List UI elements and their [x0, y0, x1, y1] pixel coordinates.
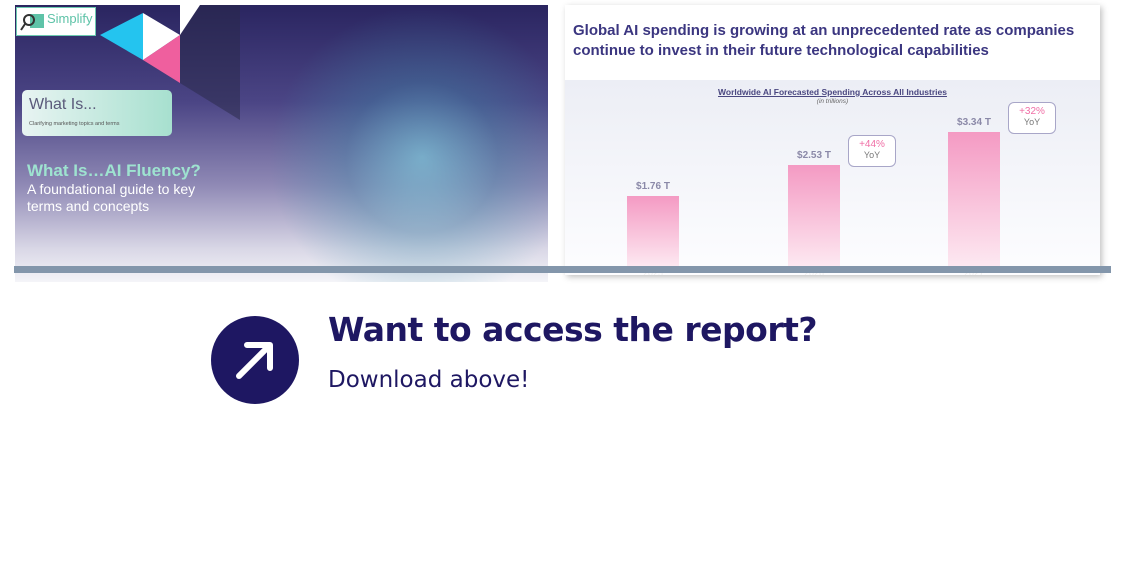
- bar-2026: [788, 164, 840, 266]
- divider-bar: [14, 266, 1111, 273]
- yoy-annotation: +44% YoY: [848, 134, 896, 167]
- badge-subtitle: Clarifying marketing topics and terms: [29, 121, 120, 127]
- chart-subtitle: (in trillions): [816, 98, 849, 105]
- data-label: $1.76 T: [636, 180, 670, 192]
- yoy-percent: +32%: [1019, 106, 1045, 118]
- ai-face-graphic: [268, 5, 548, 282]
- logo-text: Simplify: [47, 11, 93, 26]
- cover-title: What Is…AI Fluency?: [27, 161, 201, 180]
- report-cover-thumbnail: Simplify What Is... Clarifying marketing…: [15, 5, 548, 282]
- cover-subtitle: A foundational guide to key terms and co…: [27, 181, 196, 214]
- yoy-annotation: +32% YoY: [1008, 102, 1056, 135]
- cta-subtext: Download above!: [328, 367, 530, 393]
- bar-2027: [948, 132, 1000, 266]
- simplify-logo: Simplify: [16, 7, 96, 36]
- yoy-label: YoY: [863, 149, 881, 160]
- data-label: $2.53 T: [797, 149, 831, 161]
- download-arrow-button[interactable]: [211, 316, 299, 404]
- triangle-graphics: [100, 5, 240, 120]
- bar-2025: [627, 195, 679, 266]
- magnifier-icon: [20, 14, 44, 31]
- cta-heading: Want to access the report?: [328, 310, 818, 349]
- chart-slide-thumbnail: Global AI spending is growing at an unpr…: [565, 5, 1100, 275]
- badge-title: What Is...: [29, 96, 97, 113]
- arrow-up-right-icon: [236, 342, 273, 379]
- yoy-percent: +44%: [859, 138, 885, 150]
- chart-title: Worldwide AI Forecasted Spending Across …: [718, 87, 947, 97]
- slide-headline: Global AI spending is growing at an unpr…: [573, 22, 1075, 59]
- data-label: $3.34 T: [957, 117, 991, 129]
- what-is-badge: What Is... Clarifying marketing topics a…: [22, 90, 172, 136]
- yoy-label: YoY: [1023, 117, 1041, 128]
